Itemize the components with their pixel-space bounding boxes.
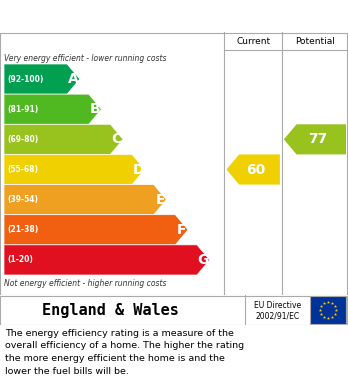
Text: (92-100): (92-100) — [7, 75, 44, 84]
Text: 77: 77 — [308, 133, 327, 146]
Text: EU Directive: EU Directive — [254, 301, 301, 310]
Text: (69-80): (69-80) — [7, 135, 38, 144]
Text: C: C — [112, 133, 122, 146]
Text: (55-68): (55-68) — [7, 165, 38, 174]
Text: G: G — [198, 253, 209, 267]
Polygon shape — [4, 94, 101, 124]
Text: 2002/91/EC: 2002/91/EC — [255, 312, 300, 321]
Text: The energy efficiency rating is a measure of the
overall efficiency of a home. T: The energy efficiency rating is a measur… — [5, 329, 244, 375]
Text: Not energy efficient - higher running costs: Not energy efficient - higher running co… — [4, 278, 166, 287]
Text: D: D — [133, 163, 144, 176]
Polygon shape — [4, 185, 166, 215]
Polygon shape — [4, 124, 123, 154]
Text: (21-38): (21-38) — [7, 225, 38, 234]
Text: (1-20): (1-20) — [7, 255, 33, 264]
Polygon shape — [4, 64, 80, 94]
Polygon shape — [227, 154, 280, 185]
Text: 60: 60 — [246, 163, 266, 176]
Text: (39-54): (39-54) — [7, 195, 38, 204]
Text: (81-91): (81-91) — [7, 105, 38, 114]
Polygon shape — [4, 154, 145, 185]
Polygon shape — [4, 245, 209, 275]
Polygon shape — [284, 124, 346, 154]
Text: Potential: Potential — [295, 36, 335, 45]
Polygon shape — [4, 215, 188, 245]
Text: Very energy efficient - lower running costs: Very energy efficient - lower running co… — [4, 54, 166, 63]
Text: Current: Current — [236, 36, 270, 45]
Text: F: F — [177, 223, 187, 237]
Text: A: A — [68, 72, 79, 86]
Text: Energy Efficiency Rating: Energy Efficiency Rating — [10, 9, 220, 23]
Text: England & Wales: England & Wales — [42, 303, 179, 317]
Text: B: B — [90, 102, 100, 116]
Bar — [310, 296, 346, 324]
Text: E: E — [155, 193, 165, 206]
